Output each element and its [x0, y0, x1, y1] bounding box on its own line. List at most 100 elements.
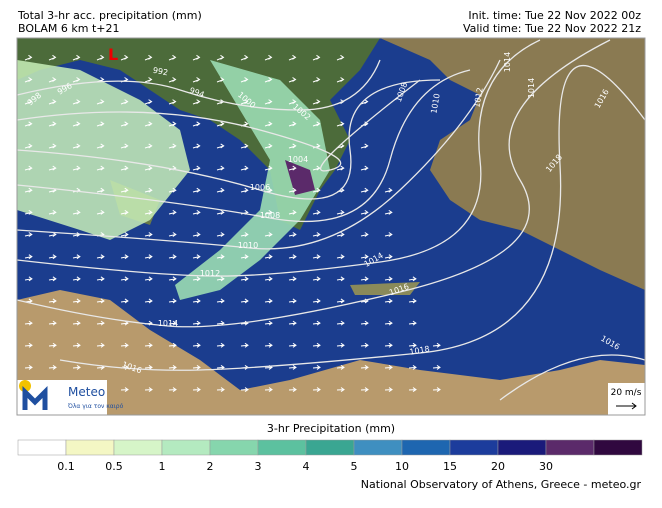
wind-arrows	[24, 54, 441, 392]
wind-arrow	[24, 77, 33, 83]
legend-swatch	[161, 439, 211, 456]
logo-tagline: Όλα για τον καιρό	[67, 403, 124, 410]
wind-arrow	[288, 54, 297, 61]
wind-arrow	[144, 387, 153, 392]
map-frame	[16, 37, 646, 416]
wind-arrow	[72, 165, 81, 171]
wind-arrow	[24, 276, 33, 282]
wind-arrow	[48, 232, 57, 237]
legend-swatch	[497, 439, 547, 456]
precip-west	[17, 60, 190, 240]
wind-arrow	[240, 387, 249, 392]
isobar	[59, 64, 645, 371]
wind-arrow	[432, 342, 441, 348]
wind-arrow	[96, 99, 105, 105]
wind-arrow	[48, 298, 57, 304]
wind-arrow	[24, 165, 33, 171]
wind-arrow	[264, 298, 273, 304]
wind-arrow	[360, 342, 369, 348]
wind-arrow	[264, 276, 273, 282]
wind-arrow	[360, 143, 369, 149]
wind-arrow	[336, 320, 345, 326]
footer: National Observatory of Athens, Greece -…	[361, 478, 642, 491]
wind-arrow	[336, 54, 345, 61]
wind-arrow	[240, 143, 249, 149]
wind-arrow	[360, 209, 369, 215]
wind-arrow	[192, 365, 201, 370]
wind-arrow	[216, 143, 225, 149]
wind-arrow	[240, 276, 249, 282]
wind-arrow	[360, 365, 369, 370]
low-marker: L	[108, 45, 118, 64]
wind-arrow	[264, 209, 273, 215]
wind-arrow	[240, 165, 249, 171]
wind-arrow	[72, 99, 81, 105]
wind-arrow	[384, 254, 393, 260]
wind-arrow	[216, 54, 225, 61]
wind-arrow	[336, 77, 345, 83]
wind-arrow	[408, 387, 417, 392]
wind-arrow	[240, 254, 249, 260]
wind-arrow	[192, 232, 201, 237]
wind-arrow	[288, 209, 297, 215]
wind-arrow	[72, 54, 81, 61]
wind-arrow	[312, 387, 321, 392]
wind-arrow	[120, 298, 129, 304]
wind-arrow	[168, 143, 177, 149]
init-time: Init. time: Tue 22 Nov 2022 00z	[468, 9, 641, 22]
wind-arrow	[336, 209, 345, 215]
isobar	[17, 59, 501, 250]
wind-arrow	[360, 165, 369, 171]
wind-arrow	[288, 254, 297, 260]
wind-arrow	[216, 276, 225, 282]
wind-arrow	[48, 276, 57, 282]
wind-arrow	[48, 254, 57, 260]
wind-arrow	[264, 320, 273, 326]
wind-arrow	[360, 276, 369, 282]
wind-arrow	[96, 320, 105, 326]
wind-arrow	[192, 276, 201, 282]
wind-arrow	[192, 77, 201, 83]
wind-arrow	[168, 187, 177, 193]
legend-swatch	[209, 439, 259, 456]
legend-label: 1	[159, 460, 166, 473]
wind-arrow	[120, 276, 129, 282]
wind-arrow	[432, 387, 441, 392]
wind-arrow	[144, 342, 153, 348]
wind-arrow	[168, 365, 177, 370]
wind-arrow	[120, 121, 129, 127]
legend-swatch	[113, 439, 163, 456]
isobar-label: 1014	[527, 78, 536, 98]
legend-swatch	[449, 439, 499, 456]
wind-arrow	[120, 232, 129, 237]
wind-arrow	[288, 276, 297, 282]
wind-arrow	[144, 365, 153, 370]
wind-arrow	[384, 232, 393, 237]
wind-arrow	[72, 209, 81, 215]
wind-arrow	[48, 165, 57, 171]
wind-arrow	[120, 54, 129, 61]
wind-arrow	[240, 77, 249, 83]
wind-arrow	[48, 209, 57, 215]
isobar-label: 992	[152, 66, 169, 78]
wind-arrow	[120, 187, 129, 193]
legend-swatch	[545, 439, 595, 456]
wind-arrow	[312, 165, 321, 171]
wind-arrow	[312, 187, 321, 193]
wind-arrow	[192, 254, 201, 260]
wind-arrow	[288, 121, 297, 127]
wind-arrow	[48, 365, 57, 370]
wind-arrow	[408, 342, 417, 348]
wind-arrow	[216, 387, 225, 392]
wind-arrow	[264, 342, 273, 348]
wind-arrow	[264, 121, 273, 127]
wind-arrow	[168, 209, 177, 215]
isobar-label: 1010	[429, 93, 441, 115]
wind-arrow	[336, 342, 345, 348]
wind-arrow	[336, 121, 345, 127]
wind-arrow	[288, 320, 297, 326]
wind-arrow	[312, 54, 321, 61]
legend-label: 3	[255, 460, 262, 473]
wind-arrow	[312, 77, 321, 83]
